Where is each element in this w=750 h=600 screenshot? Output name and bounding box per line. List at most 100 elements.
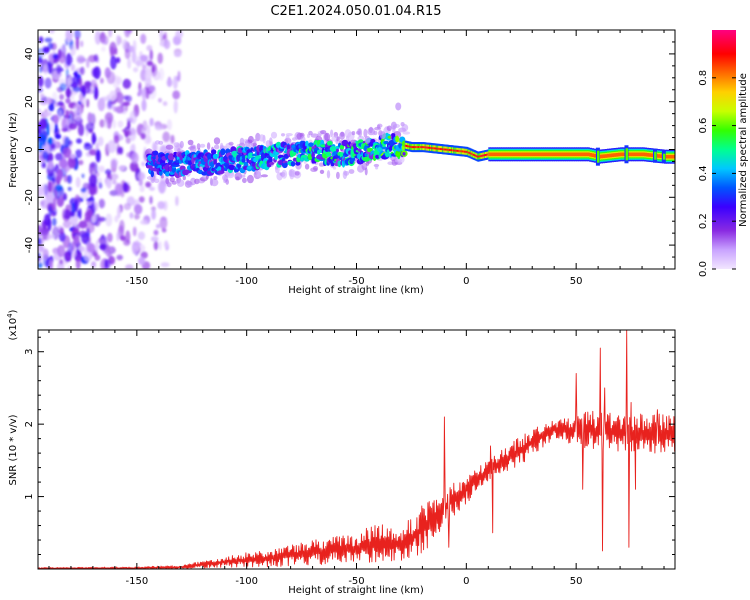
spectrogram-cell [443,148,446,151]
spectrogram-blob [71,76,79,84]
y-tick-label: 0 [24,146,35,152]
x-tick-label: 0 [463,576,469,587]
y-tick-label: -20 [24,189,35,205]
spectrogram-blob [163,39,171,50]
spectrogram-blob [59,259,64,265]
spectrogram-blob [109,41,117,56]
spectrogram-blob [275,166,280,174]
spectrogram-blob [187,139,194,146]
spectrogram-cell [434,147,437,150]
spectrogram-blob [52,197,57,211]
spectrogram-blob [199,143,206,148]
spectrogram-blob [140,132,146,140]
spectrogram-blob [67,186,72,192]
spectrogram-cell [444,148,447,151]
spectrogram-blob [225,179,229,185]
spectrogram-blob [133,67,139,73]
spectrogram-blob [166,182,172,188]
spectrogram-blob [107,140,117,153]
spectrogram-cell [582,152,586,157]
spectrogram-blob [117,120,124,128]
spectrogram-blob [158,140,164,145]
spectrogram-blob [52,53,59,60]
colorbar-tick-label: 0.4 [698,165,709,181]
spectrogram-blob [93,66,101,80]
spectrogram-blob [164,240,169,249]
spectrogram-blob [85,122,95,132]
spectrogram-cell [646,153,650,157]
spectrogram-blob [137,172,146,181]
snr-x-axis-label: Height of straight line (km) [288,585,424,596]
spectrogram-blob [70,45,76,56]
spectrogram-cell [436,147,439,150]
spectrogram-cell [405,144,408,147]
spectrogram-blob [70,81,78,89]
spectrogram-blob [125,264,134,269]
spectrogram-blob [81,173,85,179]
spectrogram-cell [446,148,449,151]
spectrogram-blob [176,179,185,187]
spectrogram-blob [107,232,113,243]
spectrogram-blob [115,57,121,64]
spectrogram-blob [62,147,72,159]
spectrogram-blob [326,153,331,157]
spectrogram-cell [414,146,417,149]
spectrogram-blob [38,227,44,237]
spectrogram-blob [373,130,378,136]
spectrogram-blob [55,64,62,75]
spectrogram-blob [98,182,103,189]
spectrogram-blob [47,160,54,170]
spectrogram-cell [445,148,448,151]
spectrogram-cell [492,152,496,157]
spectrogram-blob [47,137,53,145]
spectrogram-blob [78,77,83,90]
spectrogram-cell [604,154,608,158]
spectrogram-blob [93,54,99,62]
spectrogram-blob [71,224,76,233]
spectrogram-blob [336,148,339,153]
spectrogram-blob [112,119,116,129]
spectrogram-cell [530,152,533,157]
spectrogram-blob [154,125,163,131]
spectrogram-blob [112,179,117,185]
spectrogram-cell [547,152,551,157]
snr-frame [37,329,676,570]
spectrogram-blob [75,258,81,269]
spectrogram-blob [159,30,164,39]
spectrogram-blob [132,39,137,53]
spectrogram-blob [139,185,145,193]
x-tick-label: -150 [125,276,148,287]
spectrogram-cell [576,152,579,157]
spectrogram-blob [68,123,77,130]
spectrogram-blob [142,120,148,132]
spectrogram-blob [295,161,301,166]
spectrogram-blob [87,112,93,124]
spectrogram-blob [175,195,179,207]
spectrogram-blob [38,133,47,146]
spectrogram-blob [220,148,226,156]
spectrogram-blob [140,54,148,62]
spectrogram-blob [57,48,62,59]
spectrogram-cell [429,146,431,149]
spectrogram-cell [631,152,634,157]
spectrogram-blob [103,118,108,129]
spectrogram-cell [453,149,456,152]
spectrogram-blob [149,195,153,205]
spectrogram-blob [138,179,143,186]
spectrogram-blob [210,178,219,187]
spectrogram-blob [70,63,76,72]
spectrogram-cell [476,155,479,158]
spectrogram-blob [68,242,73,256]
spectrogram-blob [78,208,82,220]
spectrogram-blob [75,149,82,159]
colorbar-tick-label: 0.2 [698,213,709,229]
spectrogram-blob [65,30,73,42]
spectrogram-blob [146,45,153,52]
spectrogram-blob [269,161,275,165]
spectrogram-blob [38,262,43,269]
spectrogram-blob [119,95,124,108]
x-tick-label: 0 [463,276,469,287]
spectrogram-blob [149,186,155,191]
colorbar-tick-label: 0.8 [698,70,709,86]
spectrogram-blob [166,119,172,131]
